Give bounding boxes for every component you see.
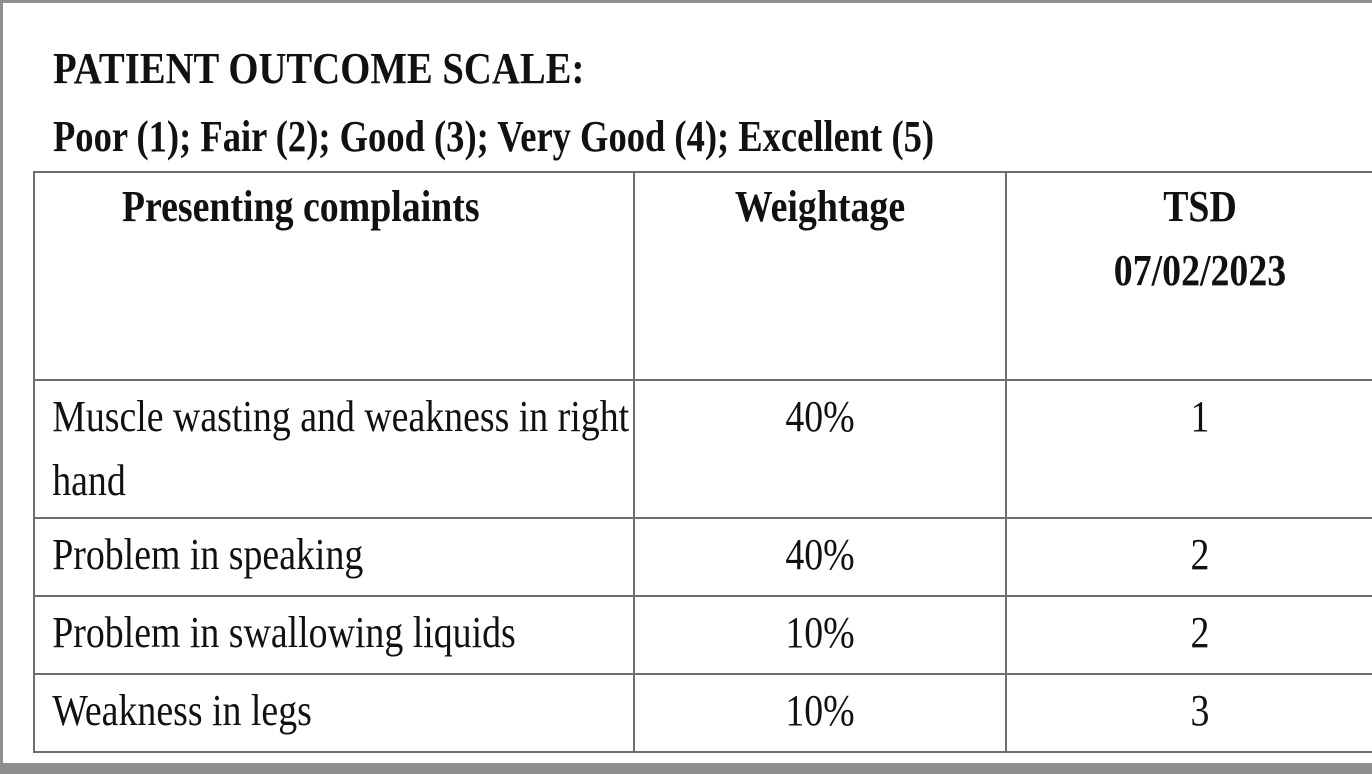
header-tsd: TSD 07/02/2023 <box>1005 171 1372 381</box>
outcome-table: Presenting complaints Weightage TSD 07/0… <box>33 171 1372 753</box>
header-tsd-date: 07/02/2023 <box>1113 246 1287 295</box>
weightage-value: 10% <box>785 608 855 657</box>
table-header-row: Presenting complaints Weightage TSD 07/0… <box>33 171 1372 381</box>
score-value: 3 <box>1190 686 1210 735</box>
document-page: PATIENT OUTCOME SCALE: Poor (1); Fair (2… <box>3 3 1372 763</box>
header-presenting-complaints: Presenting complaints <box>33 171 635 381</box>
table-row: Problem in swallowing liquids 10% 2 <box>33 595 1372 675</box>
table-row: Weakness in legs 10% 3 <box>33 673 1372 753</box>
weightage-value: 40% <box>785 392 855 441</box>
score-cell: 3 <box>1005 673 1372 753</box>
header-weightage-label: Weightage <box>734 182 906 231</box>
weightage-cell: 40% <box>633 379 1007 519</box>
complaint-cell: Weakness in legs <box>33 673 635 753</box>
weightage-value: 10% <box>785 686 855 735</box>
score-value: 1 <box>1190 392 1210 441</box>
weightage-value: 40% <box>785 530 855 579</box>
complaint-cell: Problem in swallowing liquids <box>33 595 635 675</box>
header-weightage: Weightage <box>633 171 1007 381</box>
score-cell: 2 <box>1005 517 1372 597</box>
header-tsd-label: TSD <box>1163 182 1237 231</box>
score-value: 2 <box>1190 530 1210 579</box>
complaint-cell: Muscle wasting and weakness in right han… <box>33 379 635 519</box>
score-cell: 2 <box>1005 595 1372 675</box>
weightage-cell: 10% <box>633 595 1007 675</box>
scale-legend: Poor (1); Fair (2); Good (3); Very Good … <box>53 112 935 161</box>
weightage-cell: 40% <box>633 517 1007 597</box>
weightage-cell: 10% <box>633 673 1007 753</box>
score-cell: 1 <box>1005 379 1372 519</box>
score-value: 2 <box>1190 608 1210 657</box>
page-title: PATIENT OUTCOME SCALE: <box>53 44 585 93</box>
table-row: Muscle wasting and weakness in right han… <box>33 379 1372 519</box>
complaint-text: Problem in speaking <box>52 530 364 579</box>
header-complaints-label: Presenting complaints <box>121 182 480 231</box>
complaint-text: Weakness in legs <box>52 686 312 735</box>
complaint-text: Problem in swallowing liquids <box>52 608 516 657</box>
table-row: Problem in speaking 40% 2 <box>33 517 1372 597</box>
complaint-text: Muscle wasting and weakness in right han… <box>52 392 630 505</box>
complaint-cell: Problem in speaking <box>33 517 635 597</box>
